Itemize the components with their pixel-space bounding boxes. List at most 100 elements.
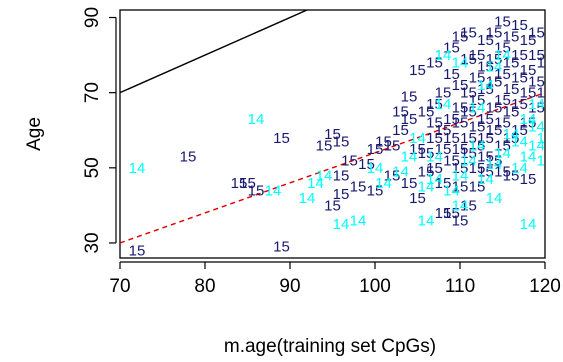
point-label-14-36: 14 [469,100,486,117]
point-label-14-12: 14 [409,130,426,147]
point-label-15-71: 15 [486,25,503,42]
point-label-14-33: 14 [528,118,545,135]
point-label-14-35: 14 [537,152,554,169]
point-label-14-23: 14 [477,171,494,188]
point-label-15-95: 15 [528,47,545,64]
point-label-15-52: 15 [460,25,477,42]
point-label-15-100: 15 [384,167,401,184]
y-tick-label-30: 30 [82,232,103,253]
point-label-14-8: 14 [367,160,384,177]
point-label-14-18: 14 [443,182,460,199]
point-label-15-55: 15 [469,118,486,135]
point-label-15-1: 15 [180,149,197,166]
point-label-14-5: 14 [316,167,333,184]
point-label-15-48: 15 [460,130,477,147]
point-label-15-0: 15 [129,242,146,259]
point-label-15-31: 15 [435,122,452,139]
point-label-14-31: 14 [520,149,537,166]
point-label-14-21: 14 [460,152,477,169]
point-label-14-26: 14 [494,145,511,162]
point-label-15-22: 15 [409,190,426,207]
point-label-14-22: 14 [469,137,486,154]
point-label-14-41: 14 [528,96,545,113]
point-label-15-72: 15 [494,137,511,154]
point-label-15-110: 15 [426,55,443,72]
point-label-15-37: 15 [443,66,460,83]
plot-area-box [119,9,546,259]
point-label-15-76: 15 [494,40,511,57]
point-label-14-10: 14 [392,164,409,181]
point-label-14-25: 14 [486,156,503,173]
point-label-14-0: 14 [129,160,146,177]
point-label-15-2: 15 [231,175,248,192]
x-tick-label-100: 100 [359,276,391,297]
identity-line-0 [120,10,309,94]
point-label-15-68: 15 [486,100,503,117]
point-label-15-53: 15 [469,160,486,177]
point-label-14-20: 14 [452,167,469,184]
point-label-15-82: 15 [503,55,520,72]
point-label-15-106: 15 [477,164,494,181]
point-label-15-94: 15 [528,73,545,90]
point-label-14-9: 14 [375,175,392,192]
point-label-15-34: 15 [443,152,460,169]
reference-lines [120,10,545,244]
point-label-14-28: 14 [511,160,528,177]
point-label-15-109: 15 [401,88,418,105]
point-label-15-40: 15 [452,160,469,177]
point-label-15-89: 15 [520,115,537,132]
point-label-15-25: 15 [418,145,435,162]
point-label-15-98: 15 [537,55,554,72]
point-label-15-15: 15 [375,134,392,151]
point-label-14-43: 14 [435,47,452,64]
point-label-15-78: 15 [494,164,511,181]
point-label-14-24: 14 [486,190,503,207]
x-tick-label-90: 90 [279,276,300,297]
point-label-15-64: 15 [477,58,494,75]
point-label-15-56: 15 [469,92,486,109]
point-label-15-65: 15 [477,32,494,49]
point-label-14-13: 14 [418,212,435,229]
point-label-15-43: 15 [452,100,469,117]
point-label-15-30: 15 [435,141,452,158]
point-label-14-4: 14 [307,175,324,192]
point-label-14-15: 14 [426,171,443,188]
point-label-15-58: 15 [469,47,486,64]
point-label-15-28: 15 [426,96,443,113]
point-label-15-84: 15 [511,122,528,139]
point-label-15-21: 15 [409,62,426,79]
point-label-15-111: 15 [452,212,469,229]
point-label-15-97: 15 [537,85,554,102]
point-label-15-35: 15 [443,130,460,147]
point-label-15-14: 15 [367,141,384,158]
point-label-15-50: 15 [460,85,477,102]
point-label-14-6: 14 [333,216,350,233]
point-label-15-80: 15 [503,103,520,120]
point-label-14-16: 14 [426,149,443,166]
point-label-15-62: 15 [477,111,494,128]
data-points: 1515151515151515151515151515151515151515… [129,13,554,259]
point-label-14-40: 14 [520,216,537,233]
point-label-14-32: 14 [528,137,545,154]
point-label-15-60: 15 [477,149,494,166]
point-label-15-12: 15 [350,179,367,196]
point-label-15-102: 15 [333,167,350,184]
point-label-15-7: 15 [316,137,333,154]
point-label-14-42: 14 [452,55,469,72]
y-axis: 30 50 70 90 [82,7,117,254]
point-label-15-86: 15 [511,70,528,87]
point-label-15-26: 15 [426,160,443,177]
point-label-15-79: 15 [503,130,520,147]
point-label-15-103: 15 [324,197,341,214]
point-label-15-8: 15 [324,126,341,143]
point-label-15-32: 15 [435,85,452,102]
point-label-15-91: 15 [520,62,537,79]
point-label-15-17: 15 [392,122,409,139]
point-label-15-87: 15 [511,47,528,64]
point-label-14-19: 14 [452,197,469,214]
point-label-15-46: 15 [452,179,469,196]
point-label-15-16: 15 [384,137,401,154]
point-label-14-29: 14 [511,134,528,151]
point-label-15-88: 15 [511,17,528,34]
